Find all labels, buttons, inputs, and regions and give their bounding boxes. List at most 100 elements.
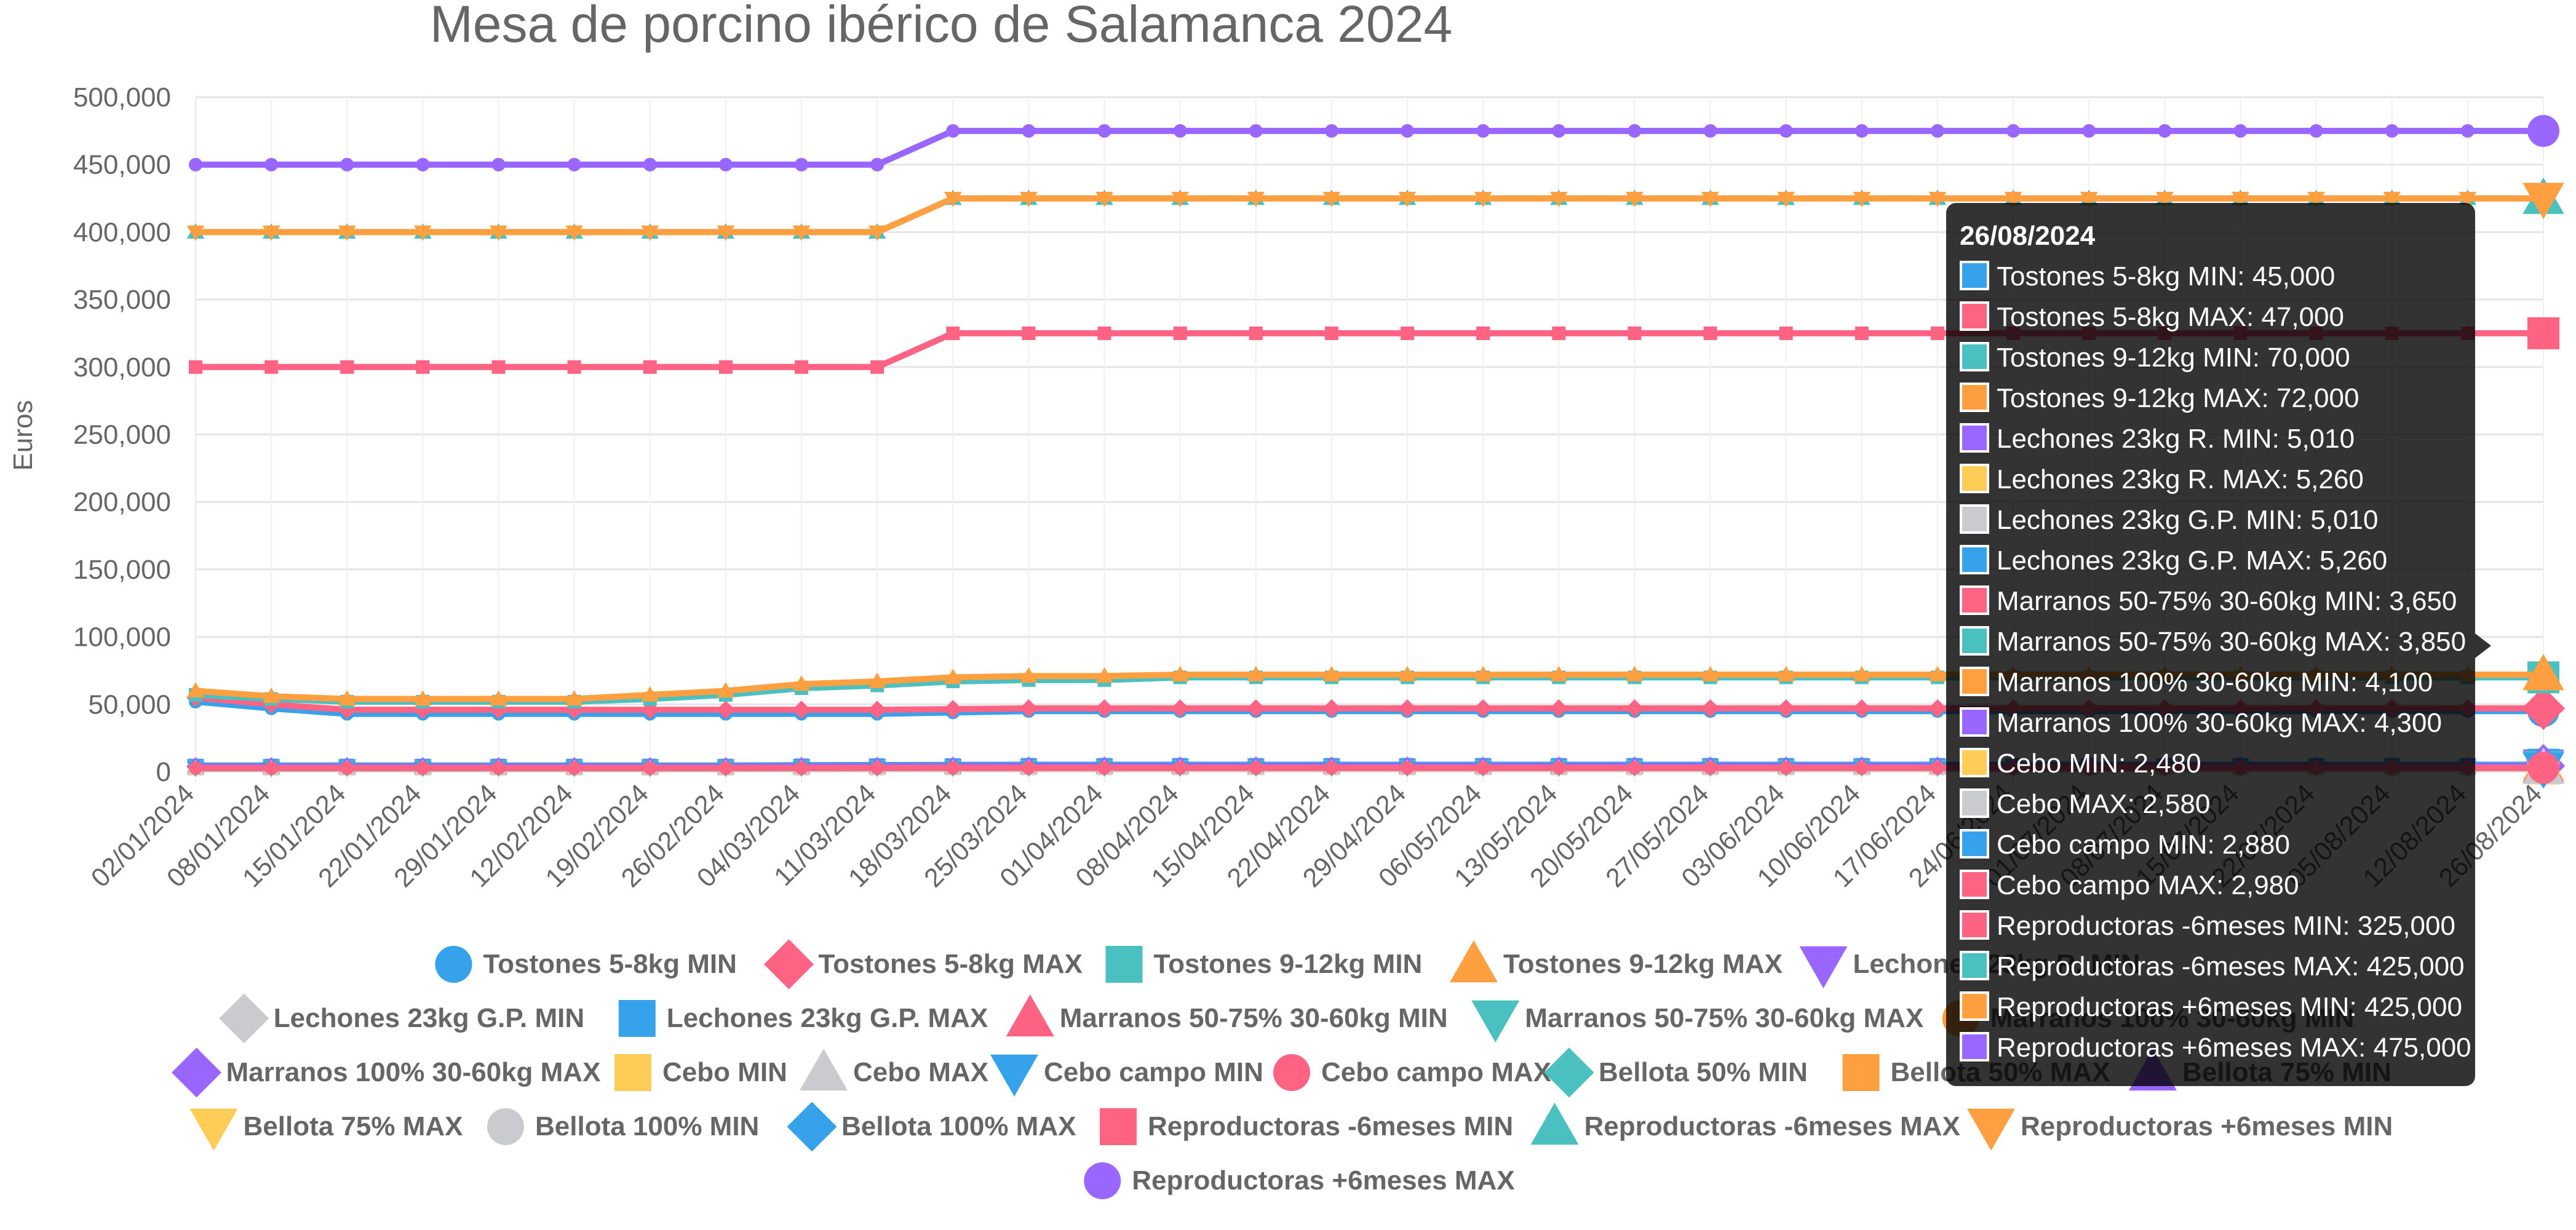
tooltip-color-swatch [1960, 991, 1989, 1021]
data-point [2459, 191, 2477, 207]
data-point [944, 700, 963, 718]
legend-item[interactable]: Lechones 23kg G.P. MAX [618, 1000, 988, 1037]
data-point [718, 761, 733, 775]
legend-item[interactable]: Reproductoras +6meses MAX [1084, 1162, 1515, 1199]
data-point [1324, 124, 1338, 138]
tooltip-color-swatch [1960, 464, 1989, 493]
data-point [1550, 191, 1568, 207]
legend-item[interactable]: Tostones 9-12kg MIN [1105, 946, 1423, 983]
data-point [414, 690, 432, 706]
legend-label: Tostones 9-12kg MIN [1154, 949, 1423, 979]
data-point [2004, 191, 2022, 207]
data-point [338, 225, 356, 241]
tooltip-line: Marranos 100% 30-60kg MAX: 4,300 [1997, 708, 2442, 738]
legend-item[interactable]: Reproductoras +6meses MIN [1967, 1108, 2393, 1151]
data-point [491, 761, 506, 775]
legend-item[interactable]: Cebo campo MIN [990, 1054, 1263, 1097]
legend-marker [800, 1049, 848, 1091]
legend-item[interactable]: Tostones 9-12kg MAX [1450, 940, 1783, 983]
tooltip-line: Tostones 5-8kg MIN: 45,000 [1997, 261, 2335, 292]
data-point [1398, 665, 1417, 681]
data-point [1097, 124, 1111, 138]
tooltip-line: Reproductoras -6meses MAX: 425,000 [1997, 951, 2465, 982]
series-line [196, 127, 2543, 168]
data-point [1398, 699, 1417, 718]
legend-label: Cebo campo MIN [1044, 1057, 1263, 1087]
data-point [1398, 191, 1417, 207]
data-point [795, 157, 809, 172]
legend-marker [1105, 946, 1143, 983]
data-point [1628, 124, 1642, 138]
legend-item[interactable]: Tostones 5-8kg MIN [435, 946, 737, 983]
tooltip-title: 26/08/2024 [1960, 221, 2096, 251]
data-point [2460, 124, 2475, 138]
legend-item[interactable]: Bellota 75% MAX [189, 1108, 463, 1151]
tooltip-line: Reproductoras +6meses MIN: 425,000 [1997, 992, 2462, 1022]
data-point [1626, 665, 1644, 681]
data-point [1550, 665, 1568, 681]
data-point [2522, 183, 2564, 220]
legend-item[interactable]: Bellota 100% MIN [487, 1108, 759, 1145]
chart-title: Mesa de porcino ibérico de Salamanca 202… [430, 0, 1452, 53]
data-point [795, 360, 809, 374]
legend-item[interactable]: Reproductoras -6meses MIN [1100, 1108, 1513, 1145]
data-point [792, 225, 811, 241]
legend-marker [1084, 1162, 1121, 1199]
legend-marker [990, 1054, 1038, 1097]
tooltip-color-swatch [1960, 667, 1989, 696]
data-point [491, 360, 506, 374]
y-tick-label: 100,000 [73, 622, 171, 653]
data-point [946, 761, 960, 775]
y-tick-label: 450,000 [73, 150, 171, 180]
legend-item[interactable]: Bellota 50% MIN [1544, 1047, 1808, 1098]
data-point [2156, 191, 2174, 207]
data-point [1095, 191, 1113, 207]
data-point [1401, 124, 1415, 138]
data-point [1552, 326, 1566, 340]
data-point [643, 157, 657, 172]
data-point [416, 761, 430, 775]
legend-label: Bellota 50% MIN [1599, 1057, 1808, 1087]
tooltip-color-swatch [1960, 504, 1989, 534]
tooltip-box [1946, 203, 2475, 1086]
data-point [491, 157, 506, 172]
data-point [1776, 699, 1795, 718]
data-point [490, 690, 507, 706]
legend-item[interactable]: Bellota 100% MAX [787, 1101, 1076, 1152]
data-point [795, 761, 809, 775]
data-point [1625, 699, 1644, 718]
legend-item[interactable]: Marranos 50-75% 30-60kg MIN [1006, 994, 1448, 1037]
data-point [870, 157, 885, 172]
legend-item[interactable]: Lechones 23kg G.P. MIN [219, 993, 584, 1044]
y-tick-label: 200,000 [73, 487, 171, 517]
data-point [416, 157, 430, 172]
data-point [189, 157, 202, 172]
legend-item[interactable]: Cebo campo MAX [1273, 1054, 1551, 1091]
data-point [1701, 191, 1719, 207]
series-24 [186, 183, 2564, 241]
data-point [1401, 761, 1415, 775]
data-point [1701, 699, 1720, 718]
data-point [2527, 317, 2559, 349]
data-point [1703, 761, 1717, 775]
data-point [1474, 191, 1492, 207]
legend-marker [435, 946, 472, 983]
legend-item[interactable]: Tostones 5-8kg MAX [764, 939, 1083, 990]
legend-item[interactable]: Cebo MIN [614, 1054, 787, 1091]
legend-item[interactable]: Marranos 50-75% 30-60kg MAX [1471, 1000, 1923, 1042]
legend-label: Bellota 100% MIN [535, 1111, 759, 1141]
data-point [1474, 665, 1492, 681]
series-25 [189, 114, 2559, 172]
tooltip-caret [2475, 633, 2491, 658]
y-tick-label: 500,000 [73, 82, 171, 113]
legend-label: Cebo campo MAX [1321, 1057, 1551, 1087]
legend-item[interactable]: Marranos 100% 30-60kg MAX [172, 1047, 600, 1098]
legend-item[interactable]: Cebo MAX [800, 1049, 988, 1091]
data-point [1779, 761, 1793, 775]
data-point [2309, 124, 2323, 138]
data-point [565, 225, 583, 241]
legend-item[interactable]: Reproductoras -6meses MAX [1530, 1103, 1960, 1145]
series-line [196, 195, 2543, 236]
legend-label: Marranos 50-75% 30-60kg MAX [1525, 1003, 1923, 1033]
